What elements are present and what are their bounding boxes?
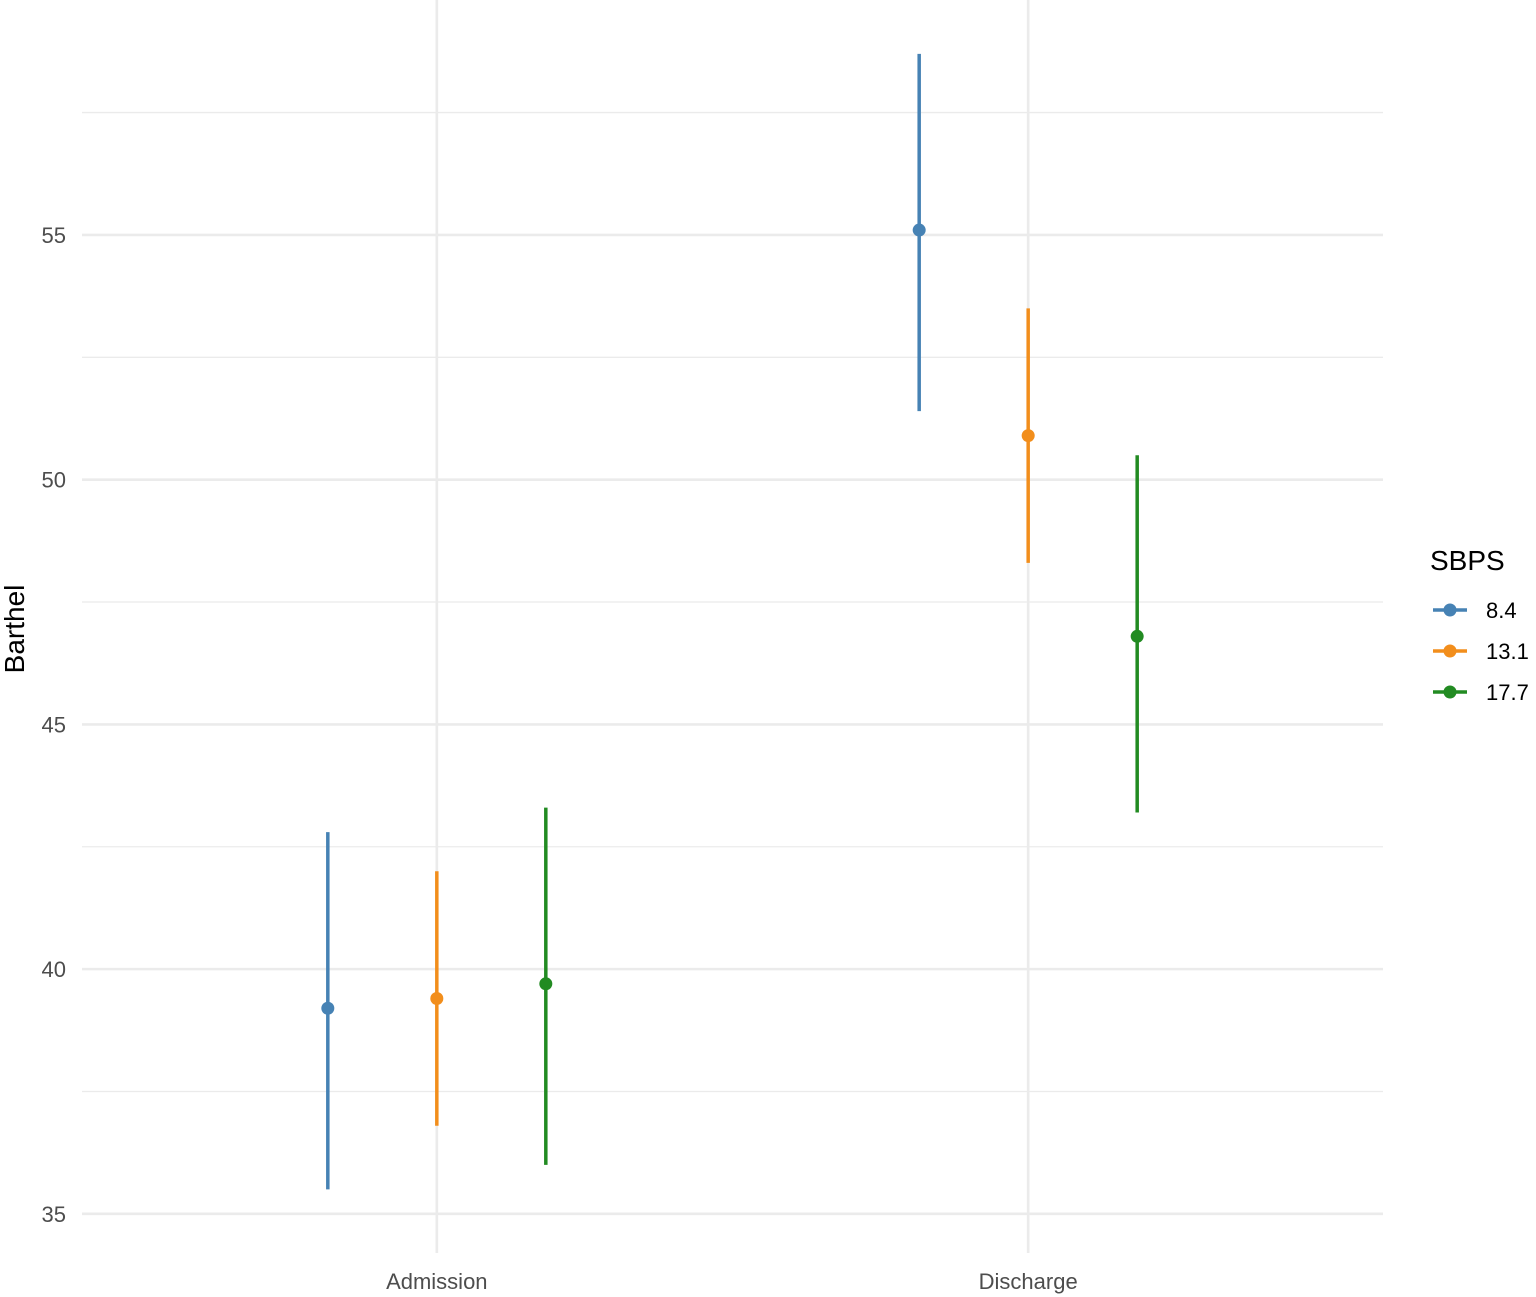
x-tick-label: Admission	[386, 1269, 487, 1294]
data-point	[912, 223, 926, 237]
data-point	[1021, 429, 1035, 443]
legend-label: 13.1	[1486, 639, 1529, 664]
y-tick-label: 50	[42, 468, 66, 493]
legend-label: 17.7	[1486, 680, 1529, 705]
legend-key-point	[1443, 685, 1457, 699]
y-tick-label: 35	[42, 1202, 66, 1227]
x-axis: Admission Discharge	[386, 1269, 1078, 1294]
x-tick-label: Discharge	[979, 1269, 1078, 1294]
legend: SBPS 8.4 13.1 17.7	[1430, 545, 1529, 705]
y-tick-label: 45	[42, 712, 66, 737]
gridlines	[82, 0, 1383, 1253]
plot-marks	[321, 53, 1144, 1190]
y-tick-label: 40	[42, 957, 66, 982]
legend-key-point	[1443, 644, 1457, 658]
data-point	[1130, 629, 1144, 643]
y-axis: 35 40 45 50 55	[42, 223, 66, 1227]
y-tick-label: 55	[42, 223, 66, 248]
data-point	[430, 991, 444, 1005]
legend-key-point	[1443, 603, 1457, 617]
legend-label: 8.4	[1486, 598, 1517, 623]
y-axis-title: Barthel	[0, 585, 30, 674]
data-point	[539, 977, 553, 991]
data-point	[321, 1001, 335, 1015]
legend-title: SBPS	[1430, 545, 1505, 576]
